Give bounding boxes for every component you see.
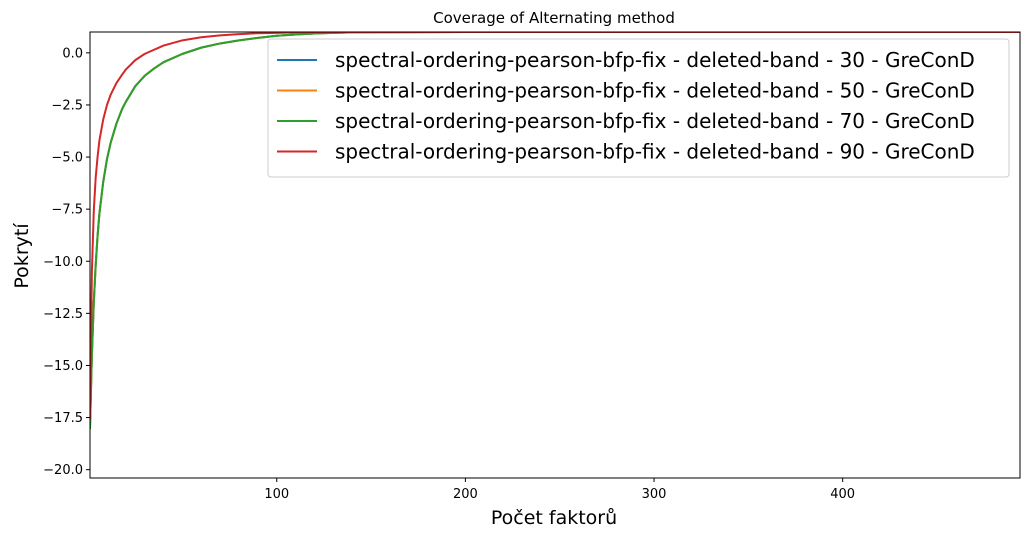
y-axis-ticks: 0.0 −2.5 −5.0 −7.5 −10.0 −12.5 −15.0 −17.5 −20.0 <box>43 46 90 478</box>
x-tick-label: 300 <box>642 487 667 502</box>
y-tick-label: −5.0 <box>51 151 83 166</box>
y-tick-label: −15.0 <box>43 359 83 374</box>
y-tick-label: −7.5 <box>51 203 83 218</box>
y-tick-label: −17.5 <box>43 411 83 426</box>
y-tick-label: −10.0 <box>43 255 83 270</box>
legend-box <box>267 38 1010 178</box>
x-tick-label: 400 <box>830 487 855 502</box>
y-tick-label: −2.5 <box>51 98 83 113</box>
x-tick-label: 200 <box>453 487 478 502</box>
series-line-4 <box>90 32 1020 419</box>
plot-area <box>89 31 1021 479</box>
legend-label: spectral-ordering-pearson-bfp-fix - dele… <box>335 79 975 103</box>
legend-label: spectral-ordering-pearson-bfp-fix - dele… <box>335 140 975 164</box>
x-tick-label: 100 <box>264 487 289 502</box>
legend-label: spectral-ordering-pearson-bfp-fix - dele… <box>335 48 975 72</box>
legend-label: spectral-ordering-pearson-bfp-fix - dele… <box>335 109 975 133</box>
y-tick-label: 0.0 <box>62 46 83 61</box>
y-tick-label: −20.0 <box>43 463 83 478</box>
x-axis-ticks: 100 200 300 400 <box>264 478 855 502</box>
chart-title: Coverage of Alternating method <box>433 9 675 27</box>
y-axis-label: Pokrytí <box>11 223 33 289</box>
legend: spectral-ordering-pearson-bfp-fix - dele… <box>267 38 1010 178</box>
x-axis-label: Počet faktorů <box>491 507 617 529</box>
y-tick-label: −12.5 <box>43 307 83 322</box>
axes-frame <box>89 31 1021 479</box>
